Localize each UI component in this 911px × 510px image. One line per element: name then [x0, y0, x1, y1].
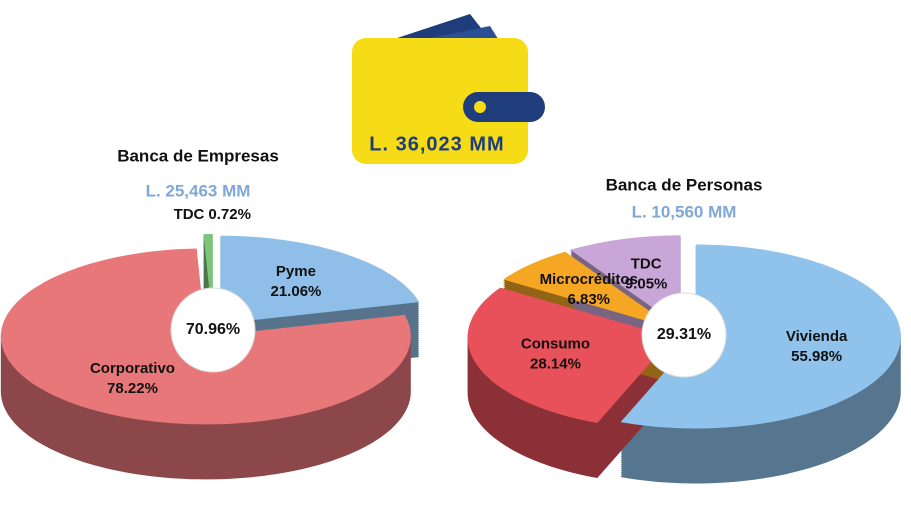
- slice-label: Microcréditos: [540, 271, 638, 288]
- slice: [620, 244, 901, 429]
- slice: [467, 287, 673, 423]
- slice-label: Consumo: [521, 335, 590, 352]
- slice-label: Pyme: [276, 263, 316, 280]
- slice-value: 78.22%: [107, 380, 158, 397]
- slice-label: TDC: [174, 206, 205, 223]
- total-amount: L. 36,023 MM: [369, 133, 504, 155]
- slice-value: 21.06%: [271, 283, 322, 300]
- slice-value: 55.98%: [791, 348, 842, 365]
- share-circle: [641, 292, 727, 378]
- slice-value: 9.05%: [625, 275, 668, 292]
- slice-value: 6.83%: [567, 291, 610, 308]
- slice-label: Corporativo: [90, 360, 175, 377]
- chart-subtitle: L. 10,560 MM: [632, 202, 737, 221]
- chart-subtitle: L. 25,463 MM: [146, 181, 251, 200]
- chart-title: Banca de Empresas: [117, 146, 279, 165]
- slice: [503, 251, 676, 330]
- slice-label: TDC: [631, 255, 662, 272]
- slice: [570, 235, 681, 328]
- share-label: 29.31%: [657, 326, 711, 343]
- share-label: 70.96%: [186, 321, 240, 338]
- chart-title: Banca de Personas: [606, 175, 763, 194]
- wallet-icon: [352, 14, 545, 164]
- slice: [220, 235, 420, 324]
- slice-value: 28.14%: [530, 355, 581, 372]
- share-circle: [170, 287, 256, 373]
- slice-value: 0.72%: [208, 206, 251, 223]
- slice-label: Vivienda: [786, 328, 848, 345]
